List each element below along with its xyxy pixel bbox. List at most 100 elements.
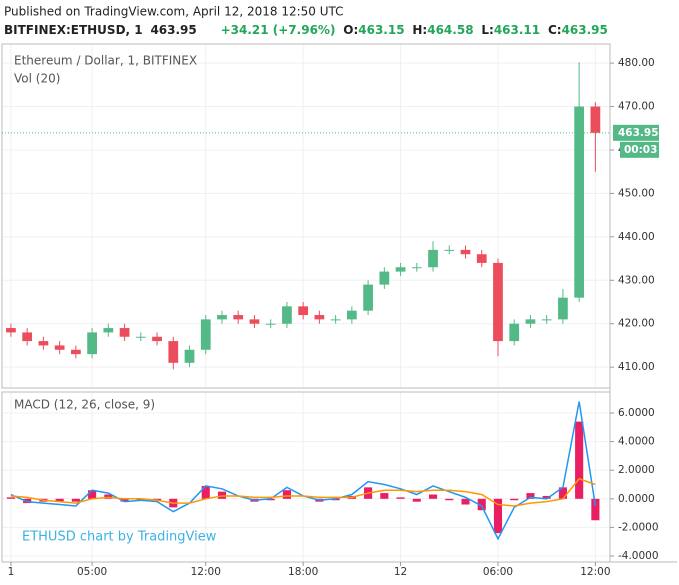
ohlc-label: H: [412,23,427,37]
candle-body [444,249,455,251]
histogram-bar [120,498,129,502]
candle-body [249,319,260,324]
candle-body [282,306,292,324]
y-tick-label: 480.00 [618,57,655,69]
histogram-bar [88,490,97,499]
candle-body [493,262,503,342]
watermark: ETHUSD chart by TradingView [22,530,217,545]
histogram-bar [396,497,405,499]
candle-body [168,341,179,363]
ohlc-value: 464.58 [427,23,473,37]
ohlc-label: O: [343,23,358,37]
countdown: 00:03 [624,144,657,156]
histogram-bar [510,498,519,501]
candle-body [346,310,357,320]
published: Published on TradingView.com, April 12, … [4,5,344,19]
candle-body [476,254,487,263]
histogram-bar [201,485,210,499]
y-tick-label: 2.0000 [618,464,655,476]
y-tick-label: 0.0000 [618,493,655,505]
last-price-label: 463.95 [618,127,659,139]
candle-body [590,106,601,133]
ohlc-label: L: [481,23,493,37]
candle-body [298,306,309,316]
y-tick-label: 410.00 [618,361,655,373]
candle-body [119,328,130,337]
histogram-bar [591,498,600,521]
symbol: BITFINEX:ETHUSD, 1 [4,23,143,37]
candle-body [379,271,390,285]
histogram-bar [55,498,64,502]
candle-body [428,249,438,268]
candle-body [558,297,568,320]
candle-body [460,249,471,255]
histogram-bar [428,494,438,499]
candle-body [395,267,406,272]
x-tick-label: 12 [394,566,407,578]
histogram-bar [558,487,567,499]
last-price-box [613,124,659,141]
x-tick-label: 06:00 [483,566,513,578]
y-tick-label: 430.00 [618,274,655,286]
candle-body [363,284,373,311]
candle-body [541,319,552,321]
histogram-bar [412,498,421,502]
candle-body [22,332,33,342]
histogram-bar [575,421,584,499]
candle-body [103,328,114,333]
ohlc-label: C: [548,23,562,37]
x-tick-label: 05:00 [77,566,107,578]
candle-body [6,328,16,333]
pane-title: MACD (12, 26, close, 9) [14,398,155,412]
candle-body [87,332,97,355]
y-tick-label: 420.00 [618,318,655,330]
histogram-bar [493,498,503,534]
candle-body [525,319,536,324]
pane-title: Ethereum / Dollar, 1, BITFINEX [14,54,197,68]
pane-subtitle: Vol (20) [14,72,60,86]
histogram-bar [71,498,80,502]
candle-body [152,336,162,342]
histogram-bar [380,493,389,499]
x-tick-label: 12:00 [191,566,221,578]
y-tick-label: 470.00 [618,101,655,113]
candle-body [200,319,211,350]
y-tick-label: 450.00 [618,187,655,199]
y-tick-label: -2.0000 [618,521,659,533]
change: +34.21 (+7.96%) [221,23,336,37]
y-tick-label: 6.0000 [618,407,655,419]
candle-body [38,341,49,346]
histogram-bar [542,495,551,499]
candle-body [574,106,585,298]
candle-body [233,315,244,320]
ohlc-value: 463.11 [494,23,540,37]
candle-body [184,349,195,363]
ohlc-value: 463.95 [562,23,608,37]
histogram-bar [477,498,486,511]
candle-body [135,336,146,338]
histogram-bar [461,498,470,505]
y-tick-label: -4.0000 [618,550,659,562]
symbol-line: BITFINEX:ETHUSD, 1 463.95 +34.21 (+7.96%… [4,23,608,37]
candle-body [314,315,325,320]
candle-body [217,315,227,320]
histogram-bar [282,490,291,499]
candle-body [54,345,65,350]
x-tick-label: 18:00 [288,566,318,578]
candle-body [330,319,341,321]
ohlc-value: 463.15 [358,23,404,37]
panes [1,43,677,563]
countdown-box [620,141,659,158]
candle-body [411,267,422,269]
histogram-bar [526,493,535,499]
y-tick-label: 4.0000 [618,436,655,448]
candle-body [509,323,520,342]
x-tick-label: 12:00 [580,566,610,578]
candle-body [70,349,81,355]
y-tick-label: 440.00 [618,231,655,243]
x-tick-label: 1 [8,566,15,578]
signal-line [10,477,596,507]
histogram-bar [6,497,15,499]
